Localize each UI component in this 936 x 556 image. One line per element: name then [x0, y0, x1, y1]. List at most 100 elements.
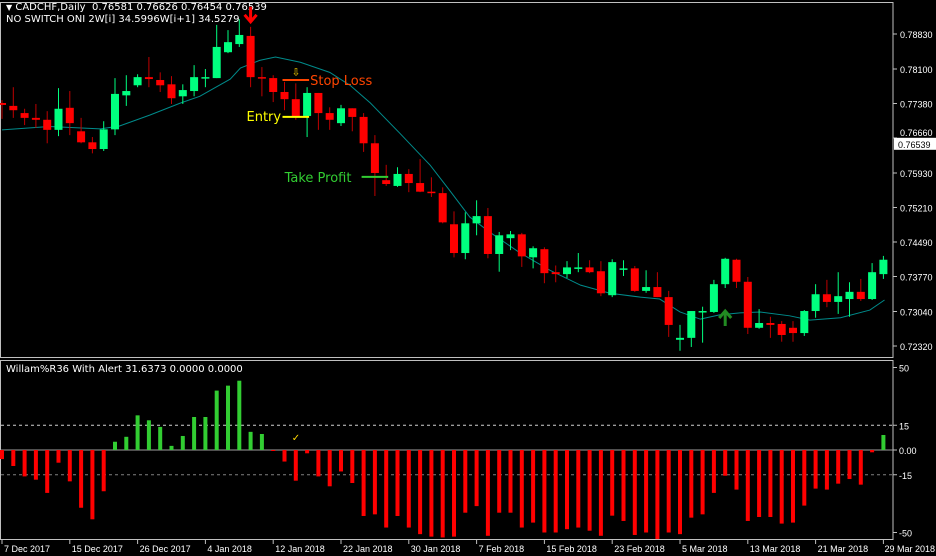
histogram-bar-negative — [452, 450, 456, 537]
histogram-bar-negative — [339, 450, 343, 472]
histogram-bar-negative — [293, 450, 298, 481]
bear-candle — [732, 259, 741, 282]
histogram-bar-positive — [259, 433, 264, 450]
bear-candle — [777, 323, 786, 335]
histogram-bar-negative — [576, 450, 581, 528]
bear-candle — [438, 193, 447, 223]
histogram-bar-positive — [158, 426, 163, 450]
histogram-bar-negative — [553, 450, 558, 533]
histogram-bar-negative — [768, 450, 773, 517]
bear-candle — [77, 131, 86, 143]
histogram-bar-negative — [0, 450, 4, 460]
time-tick-label: 29 Mar 2018 — [884, 544, 935, 554]
histogram-bar-negative — [508, 450, 513, 513]
histogram-bar-negative — [33, 450, 38, 480]
bull-candle — [178, 90, 187, 97]
histogram-bar-negative — [598, 450, 603, 536]
bull-candle — [190, 77, 199, 92]
histogram-bar-negative — [418, 450, 423, 535]
bear-candle — [596, 271, 605, 294]
histogram-bar-negative — [497, 450, 502, 513]
histogram-bar-positive — [237, 380, 242, 450]
histogram-bar-negative — [689, 450, 694, 518]
bear-candle — [20, 113, 29, 118]
bull-candle — [235, 34, 244, 45]
histogram-bar-negative — [655, 450, 660, 540]
bull-candle — [201, 77, 210, 79]
histogram-bar-negative — [316, 450, 321, 477]
bull-candle — [54, 108, 63, 130]
histogram-bar-negative — [644, 450, 649, 533]
bear-candle — [9, 105, 18, 111]
bear-candle — [370, 143, 379, 173]
histogram-bar-negative — [666, 450, 671, 533]
price-tick-label: 0.75210 — [900, 203, 933, 213]
bear-candle — [43, 119, 52, 130]
time-tick-label: 13 Mar 2018 — [750, 544, 801, 554]
bull-candle — [529, 248, 538, 258]
indicator-tick-label: -50 — [899, 529, 912, 539]
bear-candle — [382, 180, 391, 185]
indicator-tick-label: 50 — [899, 364, 909, 374]
histogram-bar-negative — [45, 450, 50, 493]
bull-candle — [868, 272, 877, 300]
price-tick-label: 0.73770 — [900, 273, 933, 283]
histogram-bar-positive — [203, 417, 208, 450]
histogram-bar-negative — [621, 450, 626, 521]
histogram-bar-negative — [836, 450, 841, 484]
histogram-bar-negative — [813, 450, 818, 489]
symbol-info: ▼ CADCHF,Daily 0.76581 0.76626 0.76454 0… — [6, 2, 267, 13]
time-tick-label: 4 Jan 2018 — [207, 544, 252, 554]
bear-candle — [822, 294, 831, 302]
histogram-bar-negative — [384, 450, 389, 528]
histogram-bar-negative — [700, 450, 705, 515]
bear-candle — [31, 117, 40, 120]
bear-candle — [269, 78, 278, 92]
bull-candle — [608, 262, 617, 296]
bear-candle — [280, 91, 289, 100]
histogram-bar-negative — [678, 450, 682, 535]
symbol-ohlc-text: CADCHF,Daily 0.76581 0.76626 0.76454 0.7… — [15, 2, 267, 13]
bull-candle — [721, 258, 730, 285]
bear-candle — [167, 84, 176, 99]
bear-candle — [156, 80, 165, 86]
buy-arrow-icon — [718, 308, 733, 327]
histogram-bar-positive — [226, 385, 230, 450]
histogram-bar-negative — [327, 450, 332, 487]
bull-candle — [133, 77, 142, 86]
histogram-bar-negative — [474, 450, 479, 507]
indicator-tick-label: -15 — [899, 471, 912, 481]
bull-candle — [709, 284, 718, 312]
histogram-bar-negative — [791, 450, 795, 523]
bull-candle — [845, 291, 854, 300]
bull-candle — [461, 223, 470, 254]
subwindow-title: Willam%R36 With Alert 31.6373 0.0000 0.0… — [6, 364, 243, 375]
bull-candle — [111, 93, 119, 130]
bear-candle — [551, 272, 560, 275]
bull-candle — [676, 337, 684, 340]
price-tick-label: 0.78830 — [900, 30, 933, 40]
histogram-bar-negative — [429, 450, 434, 537]
bear-candle — [246, 35, 255, 78]
bear-candle — [144, 77, 153, 80]
histogram-bar-positive — [214, 390, 219, 450]
time-tick-label: 7 Feb 2018 — [479, 544, 525, 554]
histogram-bar-negative — [440, 450, 445, 538]
histogram-bar-negative — [565, 450, 569, 530]
bull-candle — [698, 311, 707, 313]
bear-candle — [325, 113, 334, 120]
histogram-bar-negative — [79, 450, 84, 508]
histogram-bar-negative — [67, 450, 72, 482]
indicator-readout: NO SWITCH ONI 2W[i] 34.5996W[i+1] 34.527… — [6, 14, 240, 25]
main-pane-frame — [0, 2, 894, 358]
bull-candle — [99, 129, 108, 150]
bull-candle — [687, 311, 696, 338]
price-tick-label: 0.74490 — [900, 238, 933, 248]
chart-menu-triangle-icon[interactable]: ▼ — [6, 3, 13, 12]
histogram-bar-negative — [858, 450, 863, 485]
histogram-bar-negative — [587, 450, 592, 531]
histogram-bar-negative — [282, 450, 287, 462]
bear-candle — [416, 183, 425, 192]
histogram-bar-positive — [881, 434, 886, 450]
